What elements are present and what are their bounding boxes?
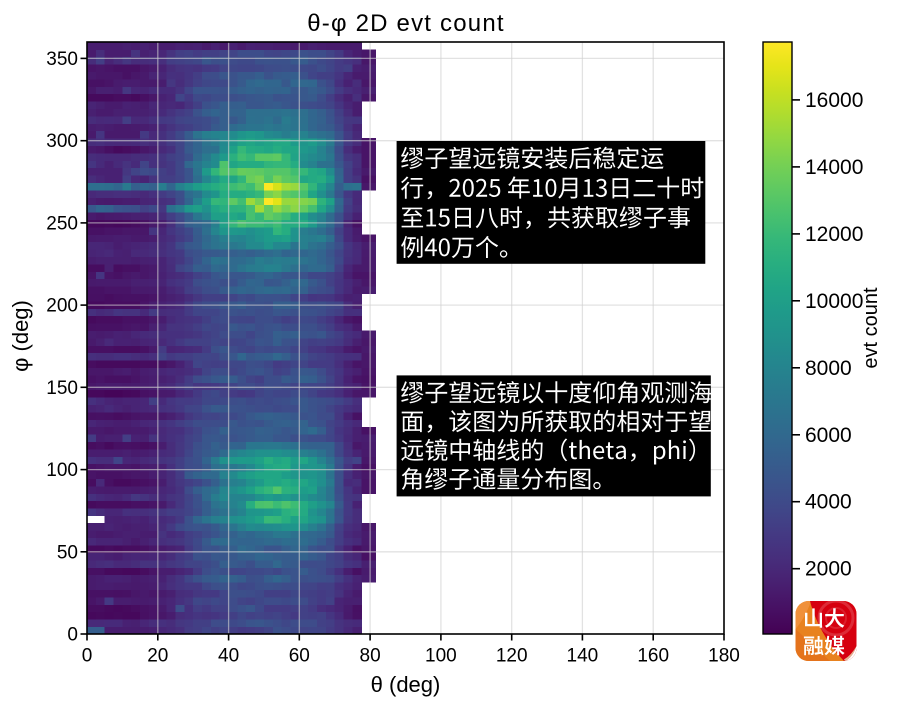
svg-text:50: 50 — [57, 542, 78, 563]
svg-text:250: 250 — [46, 213, 78, 234]
svg-text:40: 40 — [218, 646, 239, 667]
svg-text:8000: 8000 — [805, 357, 852, 380]
svg-text:2000: 2000 — [805, 558, 852, 581]
svg-text:200: 200 — [46, 296, 78, 317]
svg-text:10000: 10000 — [805, 290, 863, 313]
svg-text:150: 150 — [46, 378, 78, 399]
svg-text:θ (deg): θ (deg) — [371, 672, 441, 697]
svg-text:100: 100 — [46, 460, 78, 481]
svg-text:120: 120 — [496, 646, 528, 667]
svg-text:6000: 6000 — [805, 424, 852, 447]
svg-text:60: 60 — [289, 646, 310, 667]
svg-text:θ-φ 2D evt count: θ-φ 2D evt count — [307, 10, 505, 37]
svg-text:12000: 12000 — [805, 223, 863, 246]
svg-text:4000: 4000 — [805, 491, 852, 514]
svg-text:300: 300 — [46, 131, 78, 152]
svg-text:φ (deg): φ (deg) — [8, 300, 33, 372]
svg-text:16000: 16000 — [805, 89, 863, 112]
svg-text:180: 180 — [708, 646, 740, 667]
svg-text:100: 100 — [425, 646, 457, 667]
svg-text:evt count: evt count — [860, 287, 882, 369]
svg-text:0: 0 — [82, 646, 93, 667]
svg-text:14000: 14000 — [805, 156, 863, 179]
svg-text:20: 20 — [147, 646, 168, 667]
svg-text:0: 0 — [67, 625, 78, 646]
svg-text:350: 350 — [46, 49, 78, 70]
svg-text:140: 140 — [567, 646, 599, 667]
svg-text:80: 80 — [360, 646, 381, 667]
svg-text:160: 160 — [637, 646, 669, 667]
